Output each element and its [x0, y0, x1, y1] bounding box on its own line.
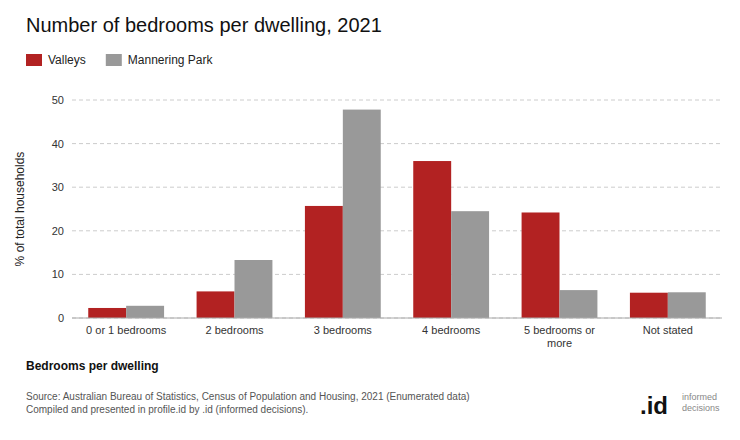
legend-swatch — [26, 54, 42, 66]
text-line: Compiled and presented in profile.id by … — [26, 404, 308, 415]
text-line: 5 bedrooms or — [524, 324, 595, 336]
title: Number of bedrooms per dwelling, 2021 — [26, 14, 382, 36]
grid-line — [72, 230, 722, 231]
grid-line — [72, 143, 722, 144]
y-tick-label: 40 — [52, 138, 64, 150]
x-axis-line — [72, 318, 722, 319]
bars — [88, 110, 706, 318]
bar — [88, 308, 126, 318]
x-tick-label: 4 bedrooms — [422, 324, 481, 336]
source-note: Source: Australian Bureau of Statistics,… — [26, 391, 470, 415]
bar — [560, 290, 598, 318]
bar — [197, 291, 235, 318]
text-line: more — [547, 337, 572, 349]
x-tick-label: Not stated — [643, 324, 693, 336]
y-tick-label: 50 — [52, 94, 64, 106]
y-tick-label: 30 — [52, 181, 64, 193]
bar — [522, 212, 560, 318]
y-tick-label: 0 — [58, 312, 64, 324]
grid-line — [72, 318, 722, 319]
bar — [235, 260, 273, 318]
bar — [451, 211, 489, 318]
logo-tagline: informeddecisions — [682, 392, 720, 413]
bar — [630, 293, 668, 318]
x-tick-label: 2 bedrooms — [205, 324, 264, 336]
logo: .id — [640, 392, 668, 419]
bar — [343, 110, 381, 318]
legend-swatch — [106, 54, 122, 66]
text-line: Source: Australian Bureau of Statistics,… — [26, 391, 470, 402]
text-line: informed — [682, 392, 717, 402]
bar — [668, 292, 706, 318]
legend-entry: Mannering Park — [128, 53, 214, 67]
x-tick-label: 5 bedrooms ormore — [524, 324, 595, 349]
grid-line — [72, 100, 722, 101]
chart: Number of bedrooms per dwelling, 2021 Val… — [0, 0, 740, 440]
x-tick-label: 0 or 1 bedrooms — [86, 324, 167, 336]
grid-line — [72, 274, 722, 275]
y-tick-label: 10 — [52, 268, 64, 280]
grid-line — [72, 187, 722, 188]
bar — [413, 161, 451, 318]
x-axis-label: Bedrooms per dwelling — [26, 359, 159, 373]
legend-entry: Valleys — [48, 53, 86, 67]
text-line: decisions — [682, 403, 720, 413]
bar — [126, 306, 164, 318]
x-tick-label: 3 bedrooms — [314, 324, 373, 336]
y-axis-label: % of total households — [13, 152, 27, 267]
bar — [305, 206, 343, 318]
y-tick-label: 20 — [52, 225, 64, 237]
